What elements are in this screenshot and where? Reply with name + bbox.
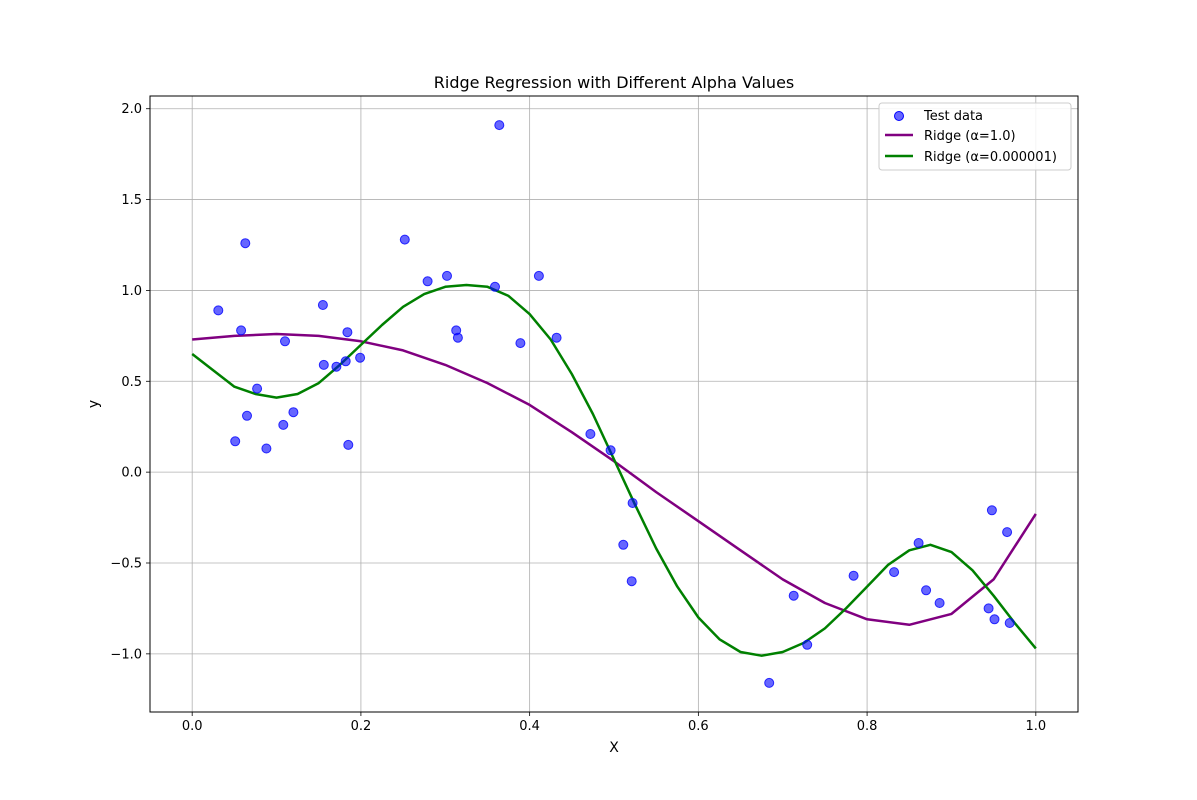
data-point	[585, 429, 596, 439]
legend-box	[878, 102, 1072, 171]
data-point	[442, 270, 452, 281]
y-tick-label: 1.0	[121, 284, 142, 299]
data-point	[515, 338, 526, 349]
data-point	[355, 352, 366, 363]
x-axis-label: X	[609, 740, 619, 756]
series-lines	[191, 283, 1037, 657]
y-tick-label: 2.0	[121, 102, 142, 117]
data-point	[913, 538, 924, 548]
data-point	[343, 439, 354, 450]
data-point	[494, 120, 505, 131]
data-point	[331, 361, 342, 372]
y-tick-label: −1.0	[110, 647, 142, 662]
axis-ticks: 0.0 0.2 0.4 0.6 0.8 1.0 −1.0 −0.5 0.0 0.5 1.0 1.5 2.…	[110, 102, 1046, 734]
data-point	[551, 332, 562, 343]
data-point	[242, 410, 252, 421]
legend: Test data Ridge (α=1.0) Ridge (α=0.00000…	[878, 102, 1072, 171]
data-point	[422, 276, 433, 287]
data-point	[989, 614, 1000, 625]
data-point	[934, 598, 945, 608]
data-point	[921, 585, 932, 596]
x-tick-label: 1.0	[1025, 719, 1046, 734]
data-point	[627, 498, 638, 508]
data-point	[764, 677, 775, 688]
data-point	[848, 570, 859, 581]
data-point	[340, 356, 351, 367]
data-point	[983, 603, 994, 614]
x-tick-label: 0.0	[182, 719, 203, 734]
data-point	[889, 567, 900, 578]
data-point	[490, 281, 500, 292]
x-tick-label: 0.4	[519, 719, 540, 734]
plot-frame	[149, 95, 1079, 713]
data-point	[1002, 527, 1013, 538]
data-point	[288, 407, 299, 418]
data-point	[261, 443, 272, 454]
data-point	[399, 234, 410, 245]
data-point	[605, 445, 616, 456]
scatter-points	[213, 120, 1015, 688]
data-point	[802, 639, 813, 650]
data-point	[626, 576, 637, 587]
data-point	[318, 359, 329, 370]
data-point	[278, 419, 289, 430]
y-tick-label: 0.0	[121, 466, 142, 481]
legend-marker-test-data	[894, 111, 904, 121]
x-tick-label: 0.8	[857, 719, 878, 734]
data-point	[1004, 618, 1015, 628]
data-point	[317, 300, 328, 310]
legend-label-ridge-alpha-small: Ridge (α=0.000001)	[924, 150, 1057, 165]
data-point	[342, 327, 353, 338]
legend-label-test-data: Test data	[923, 109, 983, 124]
data-point	[452, 332, 463, 343]
data-point	[618, 539, 629, 550]
data-point	[240, 238, 251, 249]
x-tick-label: 0.6	[688, 719, 709, 734]
legend-label-ridge-alpha-1: Ridge (α=1.0)	[924, 129, 1016, 144]
x-tick-label: 0.2	[351, 719, 372, 734]
data-point	[213, 305, 224, 316]
data-point	[533, 270, 544, 281]
y-axis-label: y	[86, 400, 102, 408]
data-point	[230, 436, 241, 447]
data-point	[788, 590, 799, 601]
data-point	[236, 325, 247, 336]
series-line-2	[191, 283, 1037, 657]
y-tick-label: 1.5	[121, 193, 142, 208]
data-point	[252, 383, 263, 394]
data-point	[280, 336, 290, 347]
chart-title: Ridge Regression with Different Alpha Va…	[434, 73, 795, 92]
data-point	[986, 505, 997, 516]
y-tick-label: −0.5	[110, 556, 142, 571]
y-tick-label: 0.5	[121, 375, 142, 390]
